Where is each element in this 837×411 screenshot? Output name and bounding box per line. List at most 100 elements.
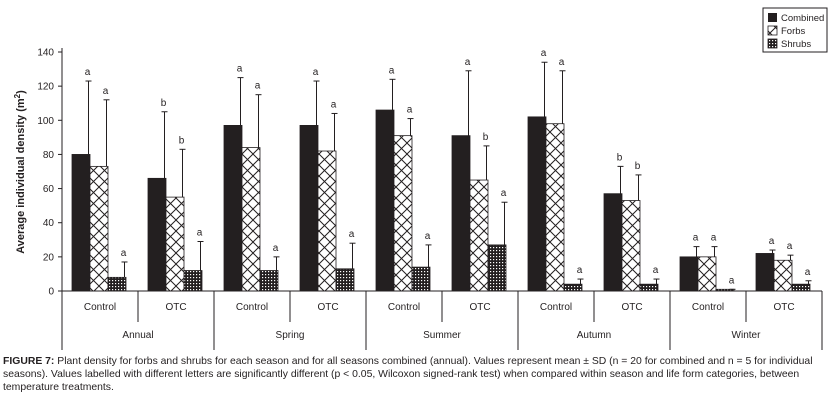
significance-letter-forbs: a (103, 86, 109, 97)
bar-shrubs (411, 266, 431, 292)
significance-letter-shrubs: a (577, 265, 583, 276)
significance-letter-forbs: a (407, 105, 413, 116)
caption-label: FIGURE 7: (3, 356, 55, 367)
y-tick-label: 0 (48, 287, 54, 298)
significance-letter-combined: a (313, 67, 319, 78)
significance-letter-combined: a (85, 67, 91, 78)
treatment-label: OTC (317, 302, 338, 313)
legend-item-forbs: Forbs (767, 25, 806, 37)
bar-shrubs (183, 270, 203, 292)
season-label: Annual (122, 330, 153, 341)
y-tick-label: 20 (43, 252, 55, 263)
legend-swatch-combined (768, 13, 777, 22)
significance-letter-shrubs: a (349, 229, 355, 240)
bar-shrubs (791, 283, 811, 292)
significance-letter-shrubs: a (729, 275, 735, 286)
bar-shrubs (639, 283, 659, 292)
caption-text: Plant density for forbs and shrubs for e… (3, 356, 813, 394)
legend: Combined Forbs Shrubs (762, 7, 828, 53)
bar-combined (451, 135, 471, 292)
significance-letter-forbs: b (179, 135, 185, 146)
y-tick-label: 80 (43, 150, 55, 161)
significance-letter-shrubs: a (273, 243, 279, 254)
significance-letter-combined: a (769, 236, 775, 247)
bar-group: a a a (299, 67, 356, 292)
bar-shrubs (563, 283, 583, 292)
legend-label-shrubs: Shrubs (781, 39, 811, 50)
significance-letter-shrubs: a (805, 267, 811, 278)
bar-group: a b a (451, 57, 508, 292)
significance-letter-combined: b (617, 152, 623, 163)
bar-forbs (697, 256, 717, 292)
bar-group: a a a (527, 48, 584, 292)
bar-combined (603, 193, 623, 292)
legend-label-combined: Combined (781, 13, 824, 24)
legend-swatch-shrubs (767, 38, 778, 49)
legend-item-shrubs: Shrubs (767, 38, 811, 50)
bar-shrubs (335, 268, 355, 292)
y-axis-ticks: 0 20 40 60 80 100 120 140 (37, 48, 62, 298)
bar-group: a a a (679, 233, 736, 292)
bar-forbs (545, 123, 565, 292)
figure-caption: FIGURE 7: Plant density for forbs and sh… (3, 355, 831, 395)
legend-label-forbs: Forbs (781, 26, 806, 37)
significance-letter-combined: a (693, 233, 699, 244)
bar-forbs (165, 196, 185, 292)
bar-group: a a a (755, 236, 812, 292)
y-tick-label: 60 (43, 184, 55, 195)
season-label: Spring (276, 330, 305, 341)
significance-letter-forbs: a (331, 99, 337, 110)
y-tick-label: 100 (37, 116, 54, 127)
bar-forbs (469, 179, 489, 292)
bar-combined (71, 154, 91, 292)
y-tick-label: 140 (37, 48, 54, 59)
treatment-label: OTC (469, 302, 490, 313)
treatment-label: OTC (773, 302, 794, 313)
significance-letter-forbs: b (483, 132, 489, 143)
treatment-label: OTC (165, 302, 186, 313)
treatment-label: Control (692, 302, 724, 313)
significance-letter-shrubs: a (653, 265, 659, 276)
bar-group: a a a (71, 67, 128, 292)
bars: a a a b b a a a a a a a a a a a b a a a a b b a a a a a a a (71, 48, 812, 292)
significance-letter-shrubs: a (501, 188, 507, 199)
season-label: Winter (732, 330, 762, 341)
bar-shrubs (487, 244, 507, 292)
bar-combined (755, 253, 775, 292)
bar-forbs (317, 150, 337, 292)
significance-letter-combined: a (389, 65, 395, 76)
season-label: Summer (423, 330, 461, 341)
legend-item-combined: Combined (768, 13, 824, 24)
x-axis-categories: Control OTC Control OTC Control OTC Control OTC… (61, 291, 823, 350)
significance-letter-combined: a (541, 48, 547, 59)
bar-forbs (241, 147, 261, 292)
treatment-label: Control (388, 302, 420, 313)
y-axis-label: Average individual density (m2) (13, 90, 27, 254)
significance-letter-shrubs: a (425, 231, 431, 242)
significance-letter-combined: a (237, 64, 243, 75)
significance-letter-shrubs: a (197, 227, 203, 238)
significance-letter-combined: b (161, 98, 167, 109)
bar-combined (147, 177, 167, 292)
significance-letter-shrubs: a (121, 248, 127, 259)
season-label: Autumn (577, 330, 611, 341)
bar-shrubs (107, 276, 127, 292)
bar-combined (299, 125, 319, 292)
bar-group: b b a (603, 152, 660, 292)
bar-combined (375, 109, 395, 292)
y-tick-label: 40 (43, 218, 55, 229)
significance-letter-forbs: a (711, 233, 717, 244)
y-tick-label: 120 (37, 82, 54, 93)
significance-letter-forbs: a (255, 81, 261, 92)
bar-group: b b a (147, 98, 204, 292)
significance-letter-forbs: a (787, 241, 793, 252)
bar-combined (223, 125, 243, 292)
bar-group: a a a (223, 64, 280, 292)
bar-forbs (89, 165, 109, 292)
treatment-label: OTC (621, 302, 642, 313)
bar-shrubs (259, 270, 279, 292)
bar-combined (527, 116, 547, 292)
treatment-label: Control (540, 302, 572, 313)
significance-letter-forbs: b (635, 161, 641, 172)
